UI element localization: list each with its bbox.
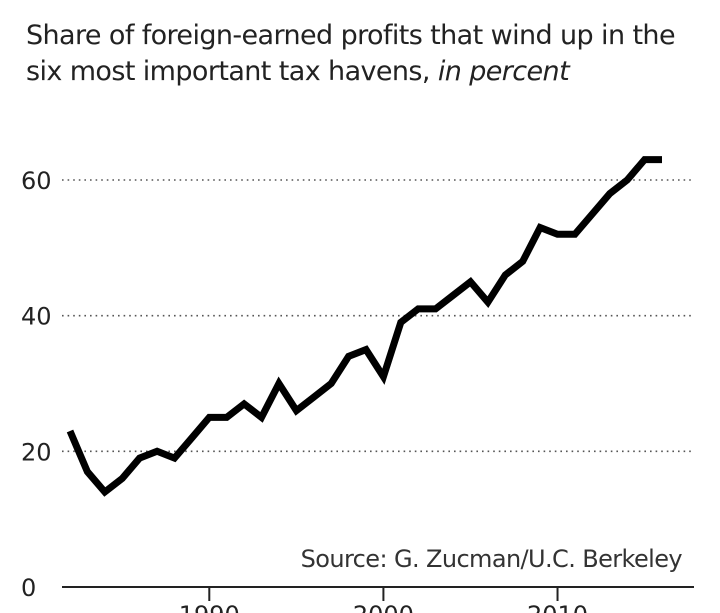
chart-subtitle: Share of foreign-earned profits that win… [26,18,706,90]
y-tick-label-40: 40 [21,303,52,331]
subtitle-unit: in percent [437,56,570,87]
x-tick-label-1990: 1990 [179,601,240,613]
gridlines [62,179,694,453]
series-group [66,156,662,497]
x-tick-label-2010: 2010 [527,601,588,613]
x-tick-label-2000: 2000 [353,601,414,613]
series-line-0 [66,156,662,497]
y-axis-ticks: 0 20 40 60 [21,167,52,602]
subtitle-text: Share of foreign-earned profits that win… [26,20,676,87]
y-tick-label-60: 60 [21,167,52,195]
x-axis: 1990 2000 2010 [62,586,694,613]
y-tick-label-20: 20 [21,438,52,466]
y-tick-label-0: 0 [21,574,36,602]
source-note: Source: G. Zucman/U.C. Berkeley [296,545,686,573]
